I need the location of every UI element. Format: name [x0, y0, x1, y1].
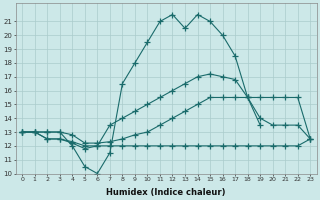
X-axis label: Humidex (Indice chaleur): Humidex (Indice chaleur)	[107, 188, 226, 197]
